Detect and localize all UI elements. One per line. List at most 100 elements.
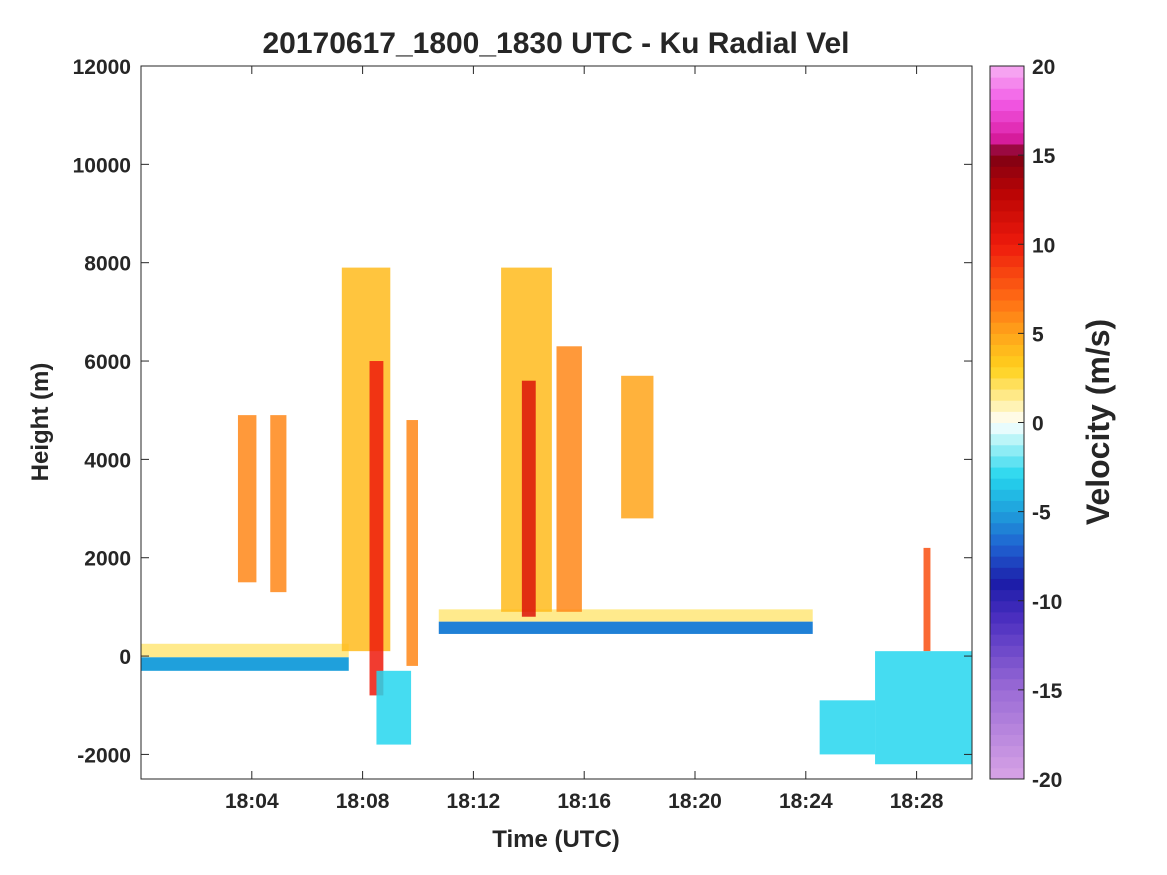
colorbar-band (990, 656, 1024, 669)
y-tick-label: 10000 (73, 154, 131, 177)
x-tick-label: 18:24 (779, 790, 833, 813)
colorbar-band (990, 489, 1024, 501)
colorbar-tick-label: 15 (1032, 145, 1056, 168)
colorbar-band (990, 400, 1024, 412)
colorbar-band (990, 756, 1024, 769)
colorbar-tick-label: -5 (1032, 502, 1051, 525)
colorbar-band (990, 355, 1024, 368)
colorbar-band (990, 500, 1024, 513)
colorbar-band (990, 143, 1024, 156)
colorbar-band (990, 288, 1024, 301)
colorbar-band (990, 77, 1024, 89)
colorbar-band (990, 734, 1024, 747)
colorbar-band (990, 645, 1024, 657)
colorbar-band (990, 199, 1024, 212)
y-tick-label: 4000 (84, 449, 131, 472)
colorbar-band (990, 511, 1024, 524)
colorbar-band (990, 678, 1024, 691)
colorbar-band (990, 366, 1024, 379)
colorbar-band (990, 155, 1024, 167)
colorbar-tick-label: 10 (1032, 234, 1055, 257)
colorbar-band (990, 578, 1024, 591)
colorbar-band (990, 467, 1024, 479)
cell-h (923, 547, 931, 652)
colorbar-band (990, 210, 1024, 223)
colorbar-band (990, 377, 1024, 390)
colorbar-band (990, 132, 1024, 145)
x-tick-label: 18:04 (225, 790, 279, 813)
x-axis-title: Time (UTC) (492, 826, 620, 853)
colorbar-tick-label: 0 (1032, 413, 1044, 436)
colorbar: -20 -15 -10 -5 0 5 10 15 20 (989, 56, 1063, 792)
chart-title: 20170617_1800_1830 UTC - Ku Radial Vel (262, 27, 849, 60)
colorbar-band (990, 422, 1024, 435)
colorbar-band (990, 533, 1024, 546)
colorbar-band (990, 634, 1024, 646)
colorbar-band (990, 667, 1024, 680)
cell-e-core (521, 380, 536, 617)
colorbar-band (990, 233, 1024, 245)
y-tick-label: 8000 (84, 253, 131, 276)
colorbar-band (990, 522, 1024, 535)
y-tick-label: 2000 (84, 548, 131, 571)
surface-echo-2-upper (438, 609, 813, 622)
y-tick-label: -2000 (77, 744, 131, 767)
colorbar-band (990, 745, 1024, 758)
x-tick-label: 18:08 (336, 790, 390, 813)
colorbar-band (990, 611, 1024, 624)
colorbar-tick-label: 5 (1032, 323, 1044, 346)
colorbar-band (990, 221, 1024, 234)
cell-c-core (369, 361, 384, 696)
colorbar-band (990, 333, 1024, 346)
cell-f (556, 346, 582, 612)
colorbar-band (990, 389, 1024, 401)
ground-dip-3 (875, 651, 972, 765)
y-tick-label: 12000 (73, 56, 131, 79)
colorbar-band (990, 623, 1024, 635)
cell-d (406, 420, 418, 666)
colorbar-tick-label: -20 (1032, 769, 1062, 792)
colorbar-band (990, 589, 1024, 602)
colorbar-band (990, 88, 1024, 100)
colorbar-band (990, 478, 1024, 490)
colorbar-band (990, 66, 1024, 78)
ground-dip-1 (376, 670, 412, 745)
colorbar-band (990, 110, 1024, 123)
colorbar-tick-label: -10 (1032, 591, 1062, 614)
colorbar-band (990, 255, 1024, 268)
colorbar-band (990, 600, 1024, 613)
colorbar-band (990, 411, 1024, 423)
colorbar-band (990, 322, 1024, 334)
colorbar-band (990, 712, 1024, 724)
colorbar-band (990, 311, 1024, 323)
colorbar-band (990, 344, 1024, 357)
colorbar-band (990, 689, 1024, 702)
x-axis: 18:04 18:08 18:12 18:16 18:20 18:24 18:28 (225, 66, 944, 813)
colorbar-band (990, 177, 1024, 190)
cell-b (270, 415, 287, 593)
colorbar-band (990, 556, 1024, 568)
colorbar-band (990, 188, 1024, 201)
colorbar-band (990, 433, 1024, 446)
colorbar-band (990, 455, 1024, 468)
colorbar-title: Velocity (m/s) (1080, 319, 1116, 525)
colorbar-band (990, 244, 1024, 256)
x-tick-label: 18:20 (668, 790, 722, 813)
colorbar-band (990, 444, 1024, 457)
colorbar-band (990, 99, 1024, 112)
colorbar-band (990, 545, 1024, 557)
colorbar-band (990, 266, 1024, 279)
colorbar-band (990, 701, 1024, 713)
plot-frame (140, 65, 973, 780)
x-tick-label: 18:28 (890, 790, 944, 813)
cell-a (237, 415, 257, 583)
y-tick-label: 6000 (84, 351, 131, 374)
surface-echo-1-upper (141, 643, 349, 658)
colorbar-tick-label: 20 (1032, 56, 1055, 79)
y-tick-label: 0 (119, 646, 131, 669)
x-tick-label: 18:12 (447, 790, 501, 813)
surface-echo-2-lower (438, 621, 813, 634)
colorbar-band (990, 121, 1024, 134)
velocity-field (141, 267, 972, 765)
